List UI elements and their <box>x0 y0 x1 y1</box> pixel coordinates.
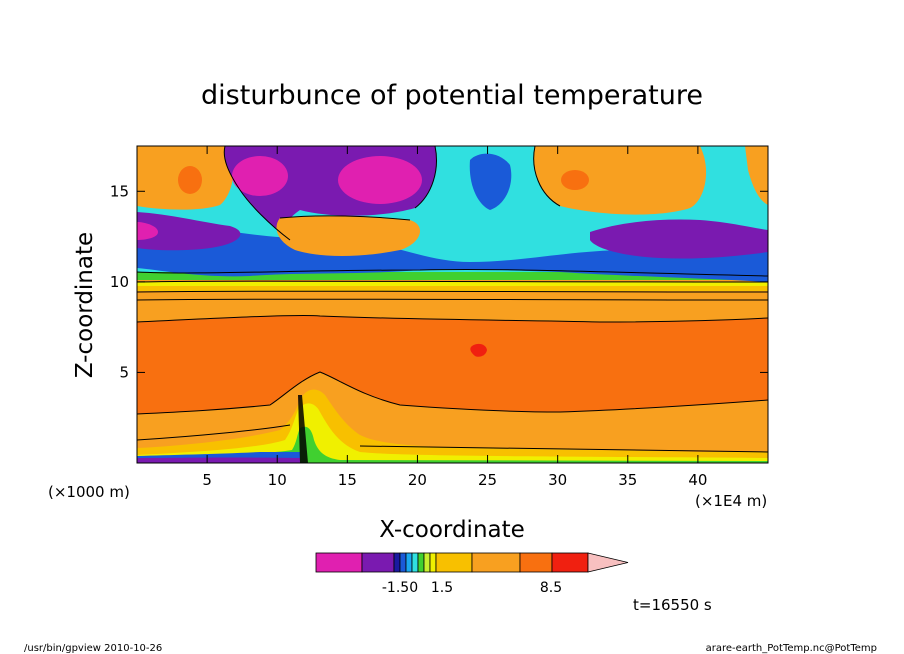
x-tick-label: 40 <box>688 471 707 489</box>
colorbar-segment <box>551 552 589 573</box>
contour-lines <box>137 146 768 453</box>
layer-orange-core-left <box>178 166 202 194</box>
y-axis-ticks: 5 10 15 <box>110 182 768 381</box>
y-tick-label: 15 <box>110 182 129 200</box>
layer-orange-top-right <box>533 146 707 215</box>
colorbar-segment <box>315 552 363 573</box>
x-tick-label: 35 <box>618 471 637 489</box>
time-label: t=16550 s <box>633 596 712 614</box>
colorbar-segment <box>361 552 395 573</box>
colorbar-tick-labels: -1.50 1.5 8.5 <box>382 580 562 596</box>
colorbar-segment <box>429 552 437 573</box>
x-tick-label: 10 <box>268 471 287 489</box>
colorbar-extend-arrow <box>587 552 629 573</box>
layer-stripe-amber <box>137 286 768 291</box>
chart-title: disturbunce of potential temperature <box>201 80 703 111</box>
colorbar-segment <box>471 552 521 573</box>
layer-magenta-cell-right <box>338 156 422 204</box>
layer-orange-lens <box>276 215 421 256</box>
contour-field <box>137 146 768 463</box>
colorbar-tick-label: -1.50 <box>382 580 418 596</box>
x-tick-label: 25 <box>478 471 497 489</box>
colorbar-segment <box>417 552 425 573</box>
x-tick-label: 20 <box>408 471 427 489</box>
x-tick-label: 30 <box>548 471 567 489</box>
colorbar-segment <box>423 552 431 573</box>
colorbar-segment <box>435 552 473 573</box>
x-axis-ticks: 5 10 15 20 25 30 35 40 <box>202 146 707 489</box>
y-tick-label: 5 <box>119 363 129 381</box>
layer-orange-core-right <box>561 170 589 190</box>
y-axis-label: Z-coordinate <box>72 232 98 378</box>
layer-red-spot <box>470 343 487 357</box>
x-axis-label: X-coordinate <box>379 517 525 543</box>
x-tick-label: 15 <box>338 471 357 489</box>
plot-frame <box>136 145 769 464</box>
plot-area: 5 10 15 20 25 30 35 40 5 10 15 <box>110 145 769 489</box>
layer-purple-band-right <box>590 219 768 259</box>
layer-blue-patch <box>469 153 512 210</box>
layer-warm-core <box>137 315 768 414</box>
colorbar-tick-label: 8.5 <box>540 580 562 596</box>
layer-magenta-cell-left <box>232 156 288 196</box>
footer-program: /usr/bin/gpview 2010-10-26 <box>24 643 162 654</box>
colorbar-segment <box>393 552 401 573</box>
layer-magenta-left <box>137 222 158 240</box>
layer-stripe-yellow <box>137 282 768 286</box>
layer-orange-edge-right <box>745 146 768 205</box>
colorbar-tick-label: 1.5 <box>431 580 453 596</box>
x-unit-label: (×1E4 m) <box>695 492 767 510</box>
layer-wave-purple <box>137 457 300 463</box>
layer-wave-black-streak <box>298 395 308 463</box>
layer-blue-band <box>137 218 768 282</box>
colorbar-segment <box>411 552 419 573</box>
x-tick-label: 5 <box>202 471 212 489</box>
y-unit-label: (×1000 m) <box>48 483 130 501</box>
colorbar-segment <box>405 552 413 573</box>
colorbar-segment <box>399 552 407 573</box>
y-tick-label: 10 <box>110 273 129 291</box>
layer-purple-band <box>137 212 241 251</box>
colorbar-segment <box>519 552 553 573</box>
footer-source: arare-earth_PotTemp.nc@PotTemp <box>706 643 877 654</box>
colorbar <box>315 552 629 573</box>
